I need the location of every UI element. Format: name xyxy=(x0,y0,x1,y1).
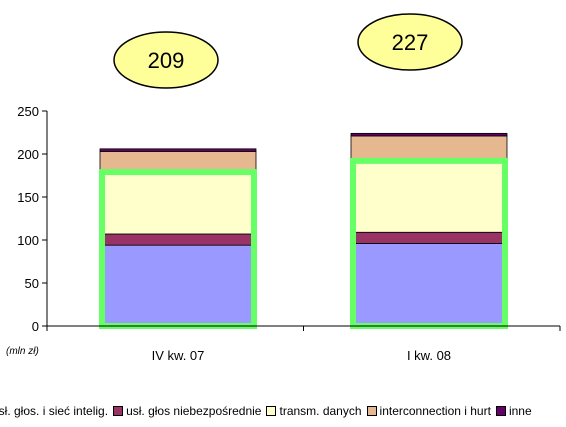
legend-item: interconnection i hurt xyxy=(366,404,491,418)
y-tick-label: 250 xyxy=(17,104,39,119)
legend-item: transm. danych xyxy=(266,404,362,418)
y-tick-label: 200 xyxy=(17,147,39,162)
legend: usł. głos. i sieć intelig. usł. głos nieb… xyxy=(0,401,566,421)
bar-segment xyxy=(350,162,508,233)
bar-segment xyxy=(350,231,508,244)
total-bubble xyxy=(357,13,463,71)
x-category-label: IV kw. 07 xyxy=(152,348,205,363)
legend-swatch xyxy=(366,406,377,416)
bar-segment xyxy=(99,148,257,152)
total-bubbles: 209 227 xyxy=(113,13,463,89)
legend-items: usł. głos. i sieć intelig. usł. głos nieb… xyxy=(0,401,537,421)
bar-segment xyxy=(350,132,508,137)
y-tick-label: 150 xyxy=(17,190,39,205)
legend-label: usł. głos niebezpośrednie xyxy=(126,404,262,418)
y-tick-label: 100 xyxy=(17,233,39,248)
y-tick-label: 0 xyxy=(32,319,39,334)
legend-swatch xyxy=(495,406,506,416)
legend-item: inne xyxy=(495,404,532,418)
y-tick-label: 50 xyxy=(25,276,39,291)
legend-label: usł. głos. i sieć intelig. xyxy=(0,404,109,418)
legend-item: usł. głos niebezpośrednie xyxy=(113,404,261,418)
bar-segment xyxy=(99,233,257,246)
stacked-bars xyxy=(99,132,508,329)
bar-segment xyxy=(350,243,508,327)
total-bubble xyxy=(113,31,219,89)
total-label: 227 xyxy=(392,30,429,55)
legend-item: usł. głos. i sieć intelig. xyxy=(0,404,108,418)
legend-label: inne xyxy=(508,404,532,418)
chart: 209 227 0 50 100 150 200 250 IV kw. 07 I kw. 08… xyxy=(6,13,561,363)
bar-segment xyxy=(99,244,257,327)
unit-label: (mln zł) xyxy=(6,346,39,357)
y-axis: 0 50 100 150 200 250 xyxy=(17,104,48,334)
bar-segment xyxy=(99,173,257,235)
total-label: 209 xyxy=(148,48,185,73)
legend-label: transm. danych xyxy=(279,404,362,418)
legend-swatch xyxy=(113,406,124,416)
legend-label: interconnection i hurt xyxy=(379,404,491,418)
x-axis: IV kw. 07 I kw. 08 xyxy=(46,325,561,363)
legend-swatch xyxy=(266,406,277,416)
x-category-label: I kw. 08 xyxy=(407,348,451,363)
